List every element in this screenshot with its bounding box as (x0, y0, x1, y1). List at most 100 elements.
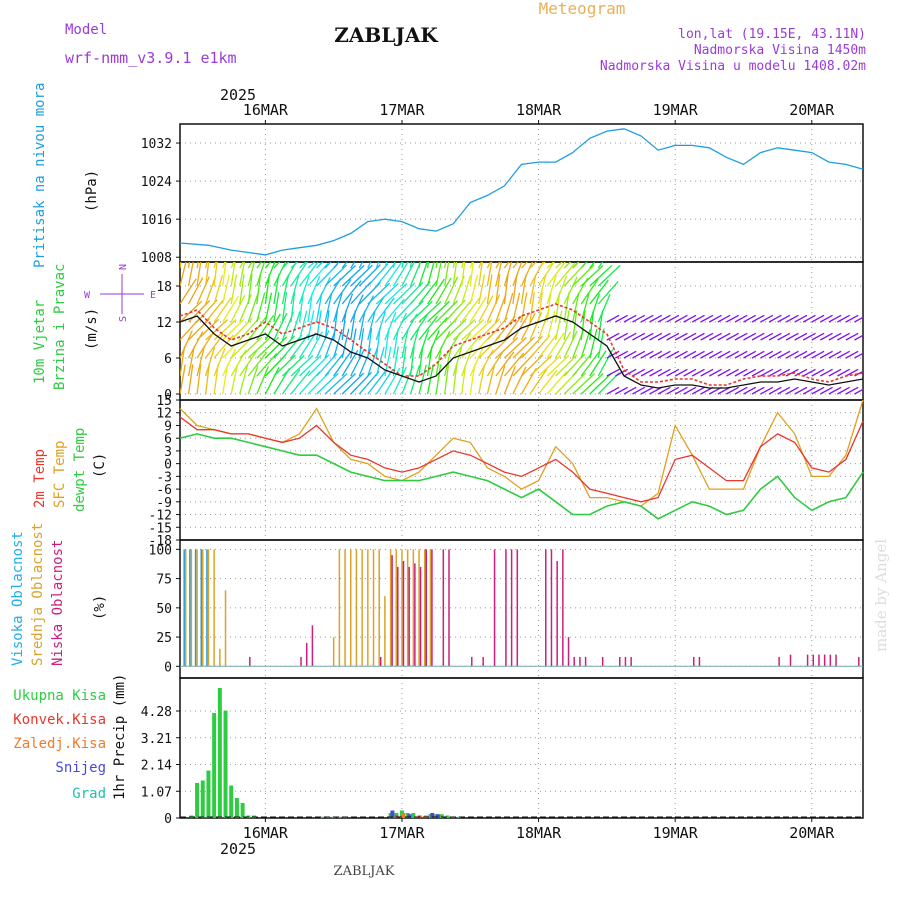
wind-arrow (427, 300, 450, 323)
wind-arrow (410, 280, 431, 305)
y-tick-label: 3.21 (141, 732, 172, 747)
wind-arrow (503, 292, 514, 323)
wind-arrow (726, 350, 739, 359)
y-tick-label: 1016 (141, 213, 172, 228)
wind-arrow (324, 329, 336, 359)
wind-arrow (854, 352, 863, 359)
wind-arrow (785, 386, 799, 395)
wind-arrow (709, 314, 722, 323)
wind-arrow (281, 292, 288, 323)
wind-arrow (657, 368, 671, 377)
wind-arrow (538, 333, 558, 359)
wind-arrow (486, 336, 510, 359)
wind-arrow (640, 368, 654, 377)
wind-arrow (307, 292, 313, 323)
wind-arrow (239, 364, 249, 395)
wind-arrow (444, 346, 452, 377)
wind-arrow (239, 274, 245, 305)
wind-arrow (546, 354, 570, 377)
precip-bar (435, 814, 440, 818)
wind-arrow (315, 292, 323, 323)
wind-arrow (674, 314, 688, 323)
wind-arrow (247, 274, 253, 305)
y-tick-label: 6 (164, 432, 172, 447)
top-day-label: 19MAR (653, 101, 699, 119)
wind-arrow (632, 314, 646, 323)
wind-arrow (324, 352, 345, 377)
wind-arrow (512, 336, 535, 359)
wind-arrow (180, 262, 182, 269)
wind-label-2: Brzina i Pravac (52, 264, 68, 390)
wind-arrow (316, 262, 324, 269)
wind-compass: W E N S (84, 264, 156, 322)
top-day-label: 17MAR (379, 101, 425, 119)
top-day-label: 16MAR (243, 101, 289, 119)
wind-arrow (307, 331, 323, 359)
wind-arrow (375, 368, 394, 395)
wind-arrow (367, 369, 387, 395)
wind-arrow (520, 292, 528, 323)
wind-arrow (811, 368, 825, 377)
wind-arrow (589, 265, 613, 287)
y-tick-label: 1008 (141, 251, 172, 266)
compass-w-label: W (84, 290, 91, 301)
wind-arrow (632, 386, 646, 395)
pressure-panel: 1032 1024 1016 1008 (141, 123, 864, 266)
wind-arrow (247, 337, 271, 359)
precip-legend: Ukupna Kisa Konvek.Kisa Zaledj.Kisa Snij… (13, 688, 106, 802)
bottom-day-label: 19MAR (653, 824, 699, 842)
wind-arrow (743, 386, 757, 395)
wind-arrow (180, 278, 197, 305)
wind-arrow (290, 274, 300, 305)
wind-arrow (461, 275, 472, 305)
wind-arrow (256, 262, 263, 269)
wind-arrow (700, 332, 714, 341)
wind-arrow (435, 277, 452, 305)
wind-arrow (837, 350, 850, 359)
y-tick-label: 0 (164, 458, 172, 473)
wind-arrow (760, 386, 774, 395)
precip-bar (240, 803, 245, 818)
wind-arrow (427, 278, 445, 305)
precip-bar (229, 785, 234, 818)
wind-arrow (820, 386, 833, 395)
wind-arrow (375, 262, 380, 269)
top-day-labels: 16MAR17MAR18MAR19MAR20MAR21MAR (243, 101, 836, 119)
wind-arrow (256, 352, 278, 377)
wind-arrow (862, 375, 863, 376)
wind-arrow (298, 332, 317, 359)
wind-arrow (606, 314, 620, 323)
wind-arrow (657, 332, 671, 341)
y-tick-label: 3 (164, 445, 172, 460)
pressure-line (179, 128, 864, 256)
temp-2m-line (179, 416, 864, 503)
wind-arrow (520, 312, 536, 341)
wind-arrow (333, 265, 357, 287)
temp-unit: (C) (92, 453, 108, 478)
wind-arrow (461, 262, 465, 269)
wind-arrow (666, 314, 680, 323)
wind-arrow (649, 332, 663, 341)
wind-arrow (794, 332, 808, 341)
bottom-day-label: 17MAR (379, 824, 425, 842)
wind-arrow (597, 349, 614, 377)
top-day-label: 20MAR (789, 101, 835, 119)
wind-arrow (281, 369, 301, 395)
wind-arrow (478, 262, 483, 287)
wind-arrow (486, 364, 496, 395)
cloud-unit: (%) (92, 595, 108, 620)
wind-arrow (230, 364, 239, 395)
wind-arrow (213, 274, 224, 305)
wind-arrow (307, 310, 315, 341)
wind-unit: (m/s) (84, 308, 100, 350)
wind-arrow (683, 350, 697, 359)
wind-arrow (811, 386, 825, 395)
wind-arrow (691, 314, 705, 323)
wind-arrow (640, 386, 654, 395)
temp-label-2: SFC Temp (52, 441, 68, 508)
wind-arrow (247, 262, 255, 287)
wind-arrow (555, 331, 572, 359)
wind-arrow (204, 262, 210, 287)
wind-arrow (273, 262, 281, 269)
